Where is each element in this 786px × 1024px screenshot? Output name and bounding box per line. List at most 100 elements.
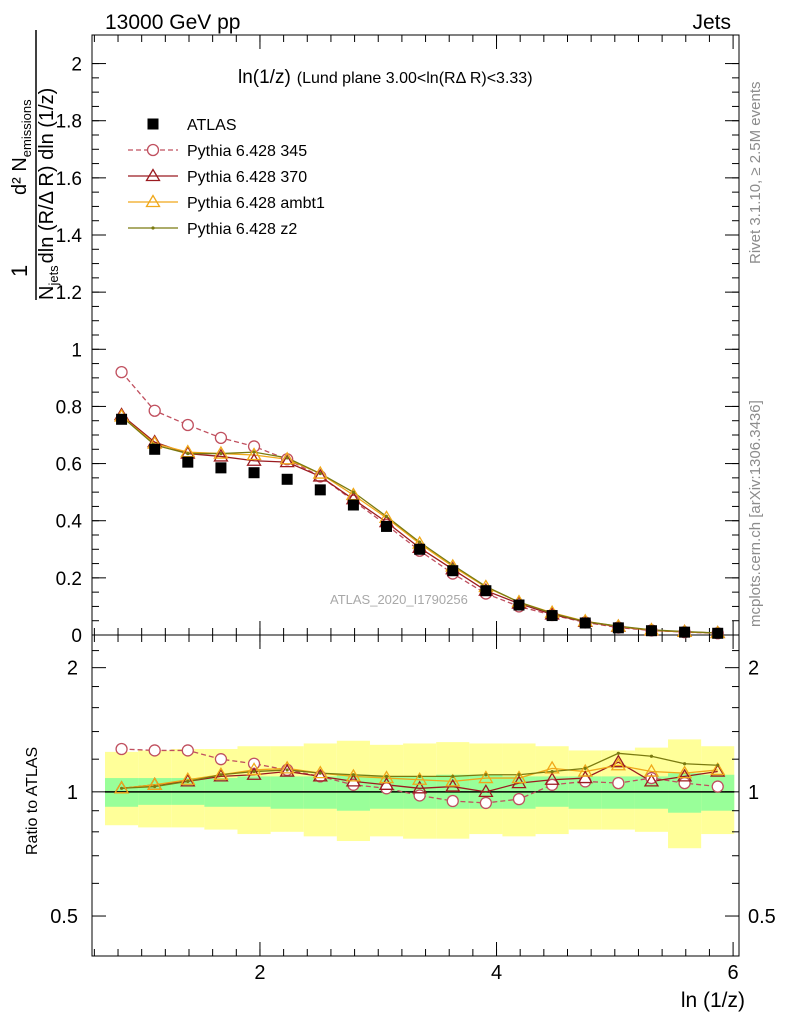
ratio-series-point: [577, 763, 593, 777]
atlas-data-point: [414, 543, 426, 555]
ratio-series-point: [119, 786, 124, 790]
ratio-series-point: [412, 771, 428, 785]
main-series-point: [285, 456, 289, 460]
ylabel-denominator: Njetsdln (R/Δ R) dln (1/z): [36, 88, 61, 300]
ratio-series-point: [616, 751, 620, 755]
ratio-series-point: [213, 766, 229, 780]
ratio-y-tick-label-right: 2: [748, 658, 759, 680]
main-series-point: [213, 448, 229, 462]
main-y-tick-label: 0.8: [56, 397, 82, 418]
atlas-data-point: [347, 499, 359, 511]
plot-label-rest: (Lund plane 3.00<ln(RΔ R)<3.33): [297, 70, 533, 87]
ratio-series-point: [484, 773, 488, 777]
ratio-series-line: [121, 761, 718, 793]
legend: ATLAS Pythia 6.428 345 Pythia 6.428 370 Pyt…: [128, 117, 325, 238]
legend-label: Pythia 6.428 z2: [187, 221, 297, 238]
analysis-watermark: ATLAS_2020_I1790256: [330, 592, 468, 607]
ratio-series-point: [180, 771, 196, 785]
ratio-series-point: [446, 794, 459, 808]
main-y-tick-label: 1.2: [56, 283, 82, 304]
main-y-tick-label: 1.8: [56, 112, 82, 133]
ratio-series-point: [478, 784, 494, 797]
ratio-y-tick-label-left: 0.5: [50, 906, 78, 928]
ratio-series-point: [148, 744, 161, 757]
legend-marker: [145, 194, 161, 208]
main-series-point: [186, 451, 190, 456]
ratio-series-point: [378, 770, 395, 784]
main-series-point: [247, 440, 261, 453]
ratio-series-point: [252, 769, 256, 774]
ratio-series-point: [710, 763, 726, 777]
legend-marker: [147, 118, 159, 130]
ratio-series-point: [246, 762, 262, 776]
ratio-series-point: [512, 793, 526, 806]
main-series-point: [214, 431, 228, 445]
ratio-series-point: [610, 757, 626, 771]
ratio-plot-frame: [91, 634, 740, 957]
main-y-tick-label: 0: [71, 626, 82, 647]
ylabel-numerator: d² Nemissions: [9, 99, 34, 195]
main-y-tick-label: 0.6: [56, 455, 82, 476]
ratio-series-point: [181, 744, 194, 757]
main-series-point: [318, 471, 322, 476]
ylabel-den-rest: dln (R/Δ R) dln (1/z): [36, 88, 58, 264]
ratio-series-point: [479, 796, 493, 810]
legend-marker: [151, 226, 155, 230]
ratio-series-point: [550, 769, 554, 774]
ratio-series-point: [345, 768, 362, 782]
atlas-data-point: [149, 443, 161, 455]
ratio-series-point: [412, 780, 428, 794]
ratio-series-point: [583, 766, 587, 770]
main-y-tick-label: 0.2: [56, 569, 82, 590]
ratio-series-point: [544, 771, 560, 785]
ratio-series-point: [246, 766, 262, 780]
legend-marker: [145, 168, 161, 182]
ratio-series-point: [643, 773, 660, 787]
main-series-point: [384, 514, 389, 519]
ratio-series-point: [451, 774, 455, 779]
atlas-data-point: [314, 484, 326, 496]
atlas-data-point: [712, 627, 724, 639]
atlas-data-point: [480, 585, 492, 597]
ratio-y-axis-label: Ratio to ATLAS: [24, 747, 41, 855]
ratio-series-point: [384, 774, 389, 779]
main-series-point: [115, 365, 128, 379]
ratio-band-inner: [701, 774, 735, 811]
main-y-tick-label: 0.4: [56, 512, 83, 533]
main-series-point: [279, 451, 295, 465]
ratio-series-point: [219, 773, 223, 777]
legend-marker: [146, 143, 160, 157]
ylabel-num-sub: emissions: [19, 99, 34, 157]
ratio-series-point: [511, 770, 527, 784]
ratio-series-point: [445, 773, 461, 787]
legend-label: Pythia 6.428 370: [187, 169, 307, 186]
main-y-tick-label: 2: [71, 55, 82, 76]
main-series-point: [312, 465, 328, 479]
ratio-series-point: [517, 773, 521, 777]
x-tick-label: 6: [728, 962, 739, 984]
header-right: Jets: [692, 11, 731, 34]
main-series-point: [219, 451, 223, 456]
atlas-data-point: [645, 625, 657, 637]
mcplots-label: mcplots.cern.ch [arXiv:1306.3436]: [747, 400, 764, 627]
plot-label: ln(1/z) (Lund plane 3.00<ln(RΔ R)<3.33): [238, 67, 533, 88]
ratio-series-point: [643, 763, 660, 777]
ratio-series-point: [612, 776, 625, 790]
ratio-series-point: [312, 768, 328, 782]
axis-ticks: 0 0.2 0.4 0.6 0.8 1 1.2 1.4 1.6 1.8 2 2 4 6 0.5 0.5 1 1 2 2: [50, 35, 776, 984]
atlas-data-point: [215, 462, 227, 474]
main-series-point: [148, 404, 161, 417]
ratio-series-point: [214, 753, 228, 766]
ratio-series-point: [676, 765, 693, 779]
ratio-y-tick-label-right: 1: [748, 782, 759, 804]
legend-label: Pythia 6.428 ambt1: [187, 195, 325, 212]
ratio-series-point: [678, 776, 691, 790]
main-series-point: [312, 468, 328, 482]
ratio-series-point: [682, 762, 687, 766]
main-y-tick-label: 1.6: [56, 169, 82, 190]
ratio-series-point: [418, 774, 422, 779]
ratio-series-point: [180, 773, 196, 787]
plot-label-main: ln(1/z): [238, 67, 291, 88]
main-series-point: [279, 454, 295, 468]
header-left: 13000 GeV pp: [105, 11, 240, 34]
